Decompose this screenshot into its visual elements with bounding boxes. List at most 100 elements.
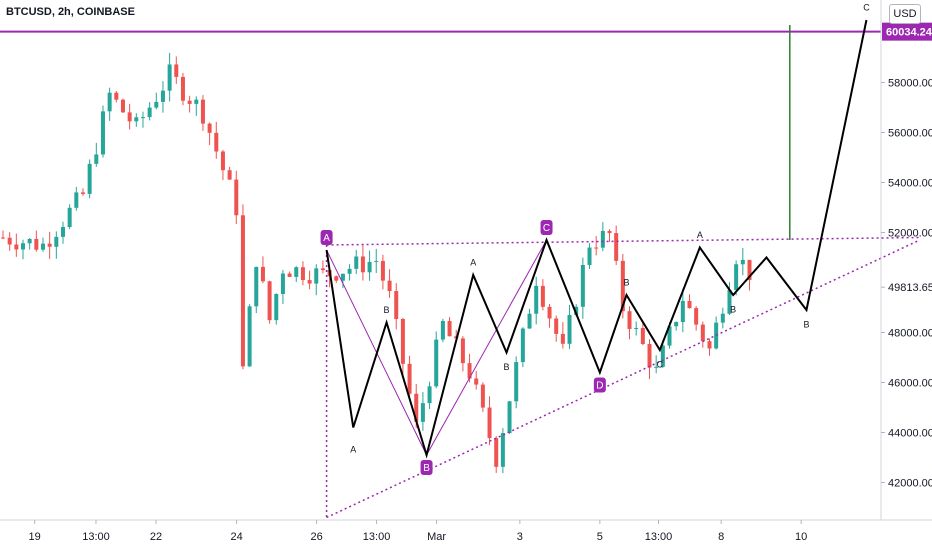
wave-label: A (350, 445, 356, 455)
x-tick-label: 13:00 (363, 531, 391, 543)
x-tick-label: 19 (29, 531, 41, 543)
pattern-point-badge (540, 220, 553, 235)
candle-body (1, 237, 5, 239)
wave-label: B (624, 278, 630, 288)
pattern-point-badge (420, 460, 433, 475)
candle-body (360, 256, 365, 273)
candle-body (27, 238, 32, 244)
candle-body (500, 433, 505, 467)
candle-body (507, 401, 512, 434)
candle-body (267, 281, 272, 321)
candle-body (200, 99, 205, 124)
candle-body (614, 233, 619, 261)
candle-body (460, 338, 465, 364)
candle-body (7, 237, 12, 245)
x-tick-label: 3 (517, 531, 523, 543)
wave-label: A (470, 258, 476, 268)
candle-body (74, 192, 79, 208)
candle-body (40, 243, 45, 250)
candle-body (714, 322, 719, 349)
x-tick-label: 13:00 (82, 531, 110, 543)
candle-body (260, 266, 265, 282)
candle-body (467, 363, 472, 379)
candle-body (354, 256, 359, 269)
candle-body (434, 339, 439, 387)
candles (1, 52, 752, 474)
y-tick-label: 52000.00 (888, 228, 932, 240)
candle-body (734, 264, 739, 290)
y-tick-label: 44000.00 (888, 428, 932, 440)
candle-body (654, 366, 659, 368)
candle-body (194, 99, 199, 104)
candle-body (494, 438, 499, 467)
candle-body (167, 64, 172, 91)
candle-body (674, 322, 679, 327)
pattern-point-badge (593, 377, 606, 393)
candle-body (394, 291, 399, 319)
candle-body (607, 230, 612, 234)
candle-body (727, 289, 732, 314)
candle-body (474, 378, 479, 385)
candle-body (514, 362, 519, 402)
y-tick-label: 49813.65 (888, 282, 932, 294)
candle-body (374, 260, 379, 262)
candle-body (640, 328, 645, 345)
drawings (0, 19, 921, 519)
candle-body (447, 321, 452, 337)
candle-body (180, 76, 185, 101)
candle-body (134, 117, 139, 122)
candle-body (520, 328, 525, 363)
x-tick-label: 26 (310, 531, 322, 543)
candle-body (34, 238, 39, 250)
candle-body (47, 243, 52, 247)
wave-labels: A B A B B C A B B C A B C D (320, 3, 870, 475)
candle-body (114, 92, 119, 100)
candle-body (594, 247, 599, 249)
candle-body (440, 321, 445, 340)
y-tick-label: 46000.00 (888, 378, 932, 390)
currency-button[interactable]: USD (889, 4, 921, 24)
candle-body (720, 313, 725, 323)
candle-body (287, 273, 292, 277)
candle-body (307, 280, 312, 284)
pattern-point-label: C (543, 223, 550, 234)
candle-body (67, 207, 72, 227)
candle-body (147, 107, 152, 118)
candle-body (647, 344, 652, 368)
candle-body (300, 267, 305, 281)
price-marker-label: 60034.24 (886, 27, 932, 39)
x-tick-label: 5 (597, 531, 603, 543)
price-axis[interactable]: 42000.00 44000.00 46000.00 48000.00 49813.65… (881, 22, 932, 490)
candle-body (207, 123, 212, 133)
triangle-lower-line (326, 239, 921, 519)
candle-body (700, 324, 705, 342)
x-tick-label: Mar (427, 531, 446, 543)
candle-body (280, 273, 285, 295)
candle-body (567, 314, 572, 344)
y-tick-label: 42000.00 (888, 478, 932, 490)
time-axis[interactable]: 19 13:00 22 24 26 13:00 Mar 3 5 13:00 8 10 (29, 520, 808, 543)
candle-body (347, 268, 352, 274)
candle-body (160, 90, 165, 102)
candle-body (94, 154, 99, 164)
y-tick-label: 58000.00 (888, 78, 932, 90)
wave-label: B (504, 362, 510, 372)
candle-body (580, 264, 585, 307)
candle-body (107, 92, 112, 112)
candle-body (527, 313, 532, 329)
y-tick-label: 54000.00 (888, 178, 932, 190)
candle-body (140, 117, 145, 119)
candle-body (54, 236, 59, 247)
x-tick-label: 13:00 (645, 531, 673, 543)
candle-body (414, 393, 419, 422)
candle-body (234, 179, 239, 216)
candle-body (534, 285, 539, 314)
candle-body (120, 99, 125, 113)
candle-body (154, 101, 159, 108)
candle-body (254, 266, 259, 307)
wave-label: A (697, 230, 703, 240)
candle-body (174, 64, 179, 77)
candle-body (387, 280, 392, 292)
x-tick-label: 8 (718, 531, 724, 543)
